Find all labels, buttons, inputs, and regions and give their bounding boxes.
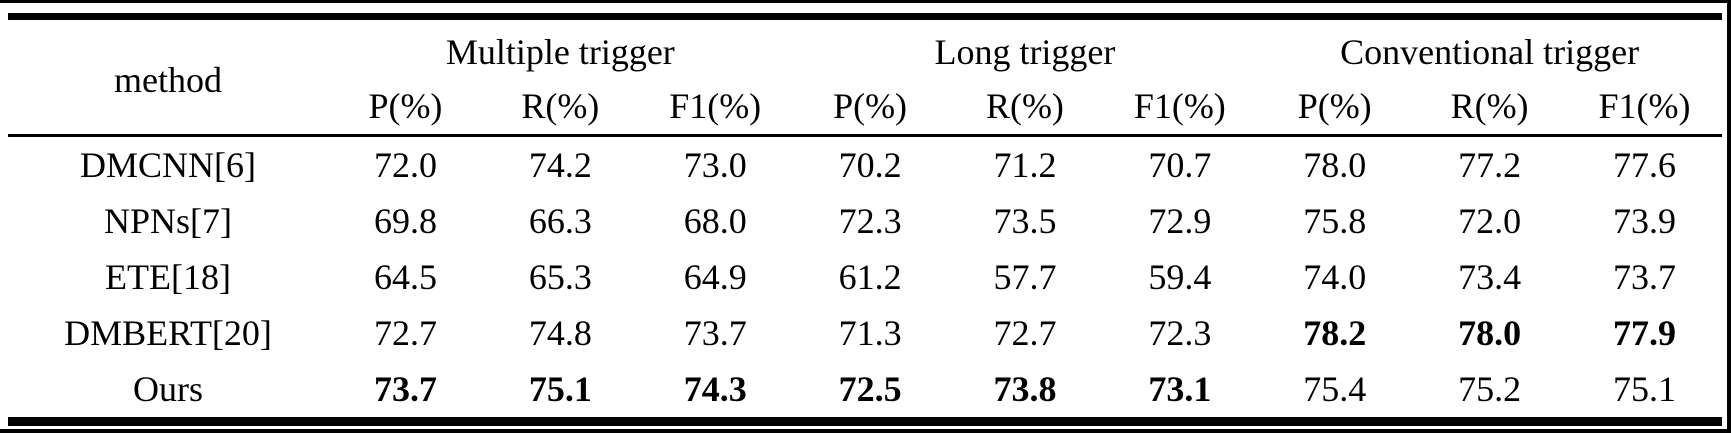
group-header-row: method Multiple trigger Long trigger Con… [8, 16, 1722, 137]
value-cell: 73.7 [683, 313, 747, 353]
metric-header-f1: F1(%) [1567, 78, 1722, 137]
value-cell: 77.2 [1458, 145, 1522, 185]
value-cell: 72.5 [838, 369, 902, 409]
value-cell: 75.1 [528, 369, 592, 409]
value-cell: 78.0 [1458, 313, 1522, 353]
value-cell: 72.3 [838, 201, 902, 241]
value-cell: 73.4 [1458, 257, 1522, 297]
method-cell: Ours [133, 369, 203, 409]
value-cell: 70.7 [1148, 145, 1212, 185]
metric-header-r: R(%) [947, 78, 1103, 137]
value-cell: 74.0 [1303, 257, 1367, 297]
method-column-header: method [8, 16, 328, 137]
metric-header-p: P(%) [792, 78, 948, 137]
value-cell: 75.8 [1303, 201, 1367, 241]
value-cell: 68.0 [683, 201, 747, 241]
value-cell: 71.2 [993, 145, 1057, 185]
value-cell: 61.2 [838, 257, 902, 297]
method-cell: DMBERT[20] [64, 313, 272, 353]
value-cell: 74.3 [683, 369, 747, 409]
value-cell: 72.3 [1148, 313, 1212, 353]
value-cell: 66.3 [528, 201, 592, 241]
value-cell: 72.7 [373, 313, 437, 353]
metric-header-row: P(%) R(%) F1(%) P(%) R(%) F1(%) P(%) R(%… [8, 78, 1722, 137]
metric-header-p: P(%) [328, 78, 483, 137]
value-cell: 75.2 [1458, 369, 1522, 409]
value-cell: 57.7 [993, 257, 1057, 297]
value-cell: 65.3 [528, 257, 592, 297]
value-cell: 73.1 [1148, 369, 1212, 409]
value-cell: 74.2 [528, 145, 592, 185]
value-cell: 72.0 [1458, 201, 1522, 241]
value-cell: 73.5 [993, 201, 1057, 241]
value-cell: 59.4 [1148, 257, 1212, 297]
metric-header-f1: F1(%) [1102, 78, 1258, 137]
metric-header-r: R(%) [1412, 78, 1567, 137]
value-cell: 78.0 [1303, 145, 1367, 185]
value-cell: 75.1 [1613, 369, 1676, 409]
group-header-conventional-trigger: Conventional trigger [1340, 32, 1640, 72]
method-cell: ETE[18] [105, 257, 231, 297]
value-cell: 72.7 [993, 313, 1057, 353]
table-row-dmbert: DMBERT[20] 72.7 74.8 73.7 71.3 72.7 72.3… [8, 305, 1722, 361]
value-cell: 73.0 [683, 145, 747, 185]
metric-header-f1: F1(%) [637, 78, 793, 137]
value-cell: 74.8 [528, 313, 592, 353]
value-cell: 77.9 [1613, 313, 1676, 353]
method-cell: DMCNN[6] [80, 145, 256, 185]
value-cell: 73.7 [373, 369, 437, 409]
value-cell: 72.0 [373, 145, 437, 185]
results-table: method Multiple trigger Long trigger Con… [8, 13, 1722, 426]
value-cell: 73.9 [1613, 201, 1676, 241]
table-row-npns: NPNs[7] 69.8 66.3 68.0 72.3 73.5 72.9 75… [8, 193, 1722, 249]
group-header-multiple-trigger: Multiple trigger [445, 32, 675, 72]
group-header-long-trigger: Long trigger [934, 32, 1116, 72]
value-cell: 77.6 [1613, 145, 1676, 185]
metric-header-r: R(%) [482, 78, 638, 137]
value-cell: 78.2 [1303, 313, 1367, 353]
table-row-ete: ETE[18] 64.5 65.3 64.9 61.2 57.7 59.4 74… [8, 249, 1722, 305]
metric-header-p: P(%) [1257, 78, 1413, 137]
method-cell: NPNs[7] [103, 201, 232, 241]
table-row-ours: Ours 73.7 75.1 74.3 72.5 73.8 73.1 75.4 … [8, 361, 1722, 422]
value-cell: 70.2 [838, 145, 902, 185]
value-cell: 71.3 [838, 313, 902, 353]
value-cell: 73.7 [1613, 257, 1676, 297]
value-cell: 73.8 [993, 369, 1057, 409]
value-cell: 75.4 [1303, 369, 1367, 409]
value-cell: 72.9 [1148, 201, 1212, 241]
value-cell: 64.5 [373, 257, 437, 297]
value-cell: 64.9 [683, 257, 747, 297]
value-cell: 69.8 [373, 201, 437, 241]
table-row-dmcnn: DMCNN[6] 72.0 74.2 73.0 70.2 71.2 70.7 7… [8, 136, 1722, 194]
